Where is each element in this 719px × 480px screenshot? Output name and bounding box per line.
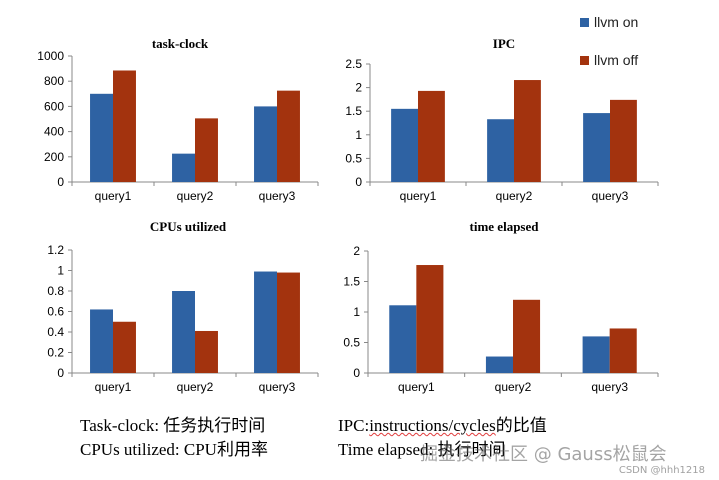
bar-query1-llvm-off xyxy=(416,265,444,373)
y-tick-label: 0 xyxy=(57,175,64,189)
y-tick-label: 1.5 xyxy=(343,275,360,289)
note-cpus-utilized: CPUs utilized: CPU利用率 xyxy=(80,440,268,459)
legend: llvm on llvm off xyxy=(580,14,638,68)
x-tick-label: query2 xyxy=(495,380,532,394)
bar-query2-llvm-off xyxy=(513,299,541,373)
bar-query1-llvm-off xyxy=(418,90,445,182)
bar-query2-llvm-off xyxy=(195,330,218,373)
y-tick-label: 0.6 xyxy=(47,305,64,319)
y-tick-label: 0.5 xyxy=(345,151,362,165)
bar-query3-llvm-on xyxy=(582,336,610,373)
y-tick-label: 1 xyxy=(57,264,64,278)
bar-query3-llvm-on xyxy=(254,271,277,373)
bar-query1-llvm-on xyxy=(90,309,113,373)
bar-query1-llvm-off xyxy=(113,321,136,373)
x-tick-label: query2 xyxy=(177,380,214,394)
note-task-clock: Task-clock: 任务执行时间 xyxy=(80,416,266,435)
y-tick-label: 1.2 xyxy=(47,243,64,257)
notes-row-2: CPUs utilized: CPU利用率 Time elapsed: 执行时间 xyxy=(80,438,700,462)
csdn-watermark: CSDN @hhh1218 xyxy=(618,465,705,476)
note-ipc: IPC:instructions/cycles的比值 xyxy=(338,414,547,438)
y-tick-label: 0 xyxy=(353,366,360,380)
bar-query1-llvm-on xyxy=(389,305,417,373)
y-tick-label: 1 xyxy=(355,128,362,142)
y-tick-label: 1000 xyxy=(37,49,64,63)
y-tick-label: 800 xyxy=(44,74,64,88)
bar-query2-llvm-on xyxy=(487,119,514,182)
bar-query2-llvm-on xyxy=(172,291,195,373)
chart-title: time elapsed xyxy=(470,219,540,234)
bar-query3-llvm-off xyxy=(610,99,637,182)
chart-0: task-clock 0 200 400 600 800 1000 query1 query2 q… xyxy=(37,36,319,203)
x-tick-label: query3 xyxy=(259,380,296,394)
x-tick-label: query2 xyxy=(496,189,533,203)
chart-title: task-clock xyxy=(152,36,209,51)
chart-3: time elapsed 0 0.5 1 1.5 2 query1 query2 query3 xyxy=(343,219,659,394)
y-tick-label: 2.5 xyxy=(345,57,362,71)
legend-label: llvm on xyxy=(594,14,638,30)
legend-swatch xyxy=(580,56,589,65)
note-ipc-term: instructions/cycles xyxy=(369,416,496,435)
y-tick-label: 0.4 xyxy=(47,325,64,339)
chart-2: CPUs utilized 0 0.2 0.4 0.6 0.8 1 1.2 query1 quer… xyxy=(47,219,319,394)
chart-title: CPUs utilized xyxy=(150,219,227,234)
y-tick-label: 1.5 xyxy=(345,104,362,118)
x-tick-label: query2 xyxy=(177,189,214,203)
watermark: 掘金技术社区 @ Gauss松鼠会 xyxy=(420,444,667,465)
legend-label: llvm off xyxy=(594,52,638,68)
note-ipc-suffix: 的比值 xyxy=(495,416,547,435)
note-time-elapsed: Time elapsed: 执行时间 xyxy=(338,440,506,459)
bar-query3-llvm-on xyxy=(254,106,277,182)
bar-query3-llvm-on xyxy=(583,113,610,182)
bar-query2-llvm-off xyxy=(195,118,218,182)
bar-query2-llvm-off xyxy=(514,80,541,182)
legend-swatch xyxy=(580,18,589,27)
bar-query2-llvm-on xyxy=(485,356,513,373)
x-tick-label: query1 xyxy=(95,189,132,203)
notes: Task-clock: 任务执行时间 IPC:instructions/cycl… xyxy=(80,414,700,462)
y-tick-label: 600 xyxy=(44,99,64,113)
bar-query1-llvm-on xyxy=(90,93,113,182)
note-ipc-prefix: IPC: xyxy=(338,416,370,435)
bar-query3-llvm-off xyxy=(277,272,300,373)
notes-row-1: Task-clock: 任务执行时间 IPC:instructions/cycl… xyxy=(80,414,700,438)
y-tick-label: 0 xyxy=(57,366,64,380)
y-tick-label: 0.8 xyxy=(47,284,64,298)
y-tick-label: 200 xyxy=(44,150,64,164)
x-tick-label: query3 xyxy=(592,189,629,203)
x-tick-label: query3 xyxy=(259,189,296,203)
y-tick-label: 2 xyxy=(353,244,360,258)
y-tick-label: 0.2 xyxy=(47,346,64,360)
x-tick-label: query1 xyxy=(400,189,437,203)
x-tick-label: query3 xyxy=(591,380,628,394)
y-tick-label: 2 xyxy=(355,81,362,95)
bar-query1-llvm-on xyxy=(391,108,418,182)
y-tick-label: 0.5 xyxy=(343,336,360,350)
y-tick-label: 0 xyxy=(355,175,362,189)
chart-title: IPC xyxy=(493,36,515,51)
y-tick-label: 1 xyxy=(353,305,360,319)
bar-query1-llvm-off xyxy=(113,70,136,182)
y-tick-label: 400 xyxy=(44,125,64,139)
x-tick-label: query1 xyxy=(95,380,132,394)
bar-query2-llvm-on xyxy=(172,153,195,182)
x-tick-label: query1 xyxy=(398,380,435,394)
chart-1: IPC 0 0.5 1 1.5 2 2.5 query1 query2 query3 xyxy=(345,36,659,203)
bar-query3-llvm-off xyxy=(609,328,637,373)
bar-query3-llvm-off xyxy=(277,90,300,182)
